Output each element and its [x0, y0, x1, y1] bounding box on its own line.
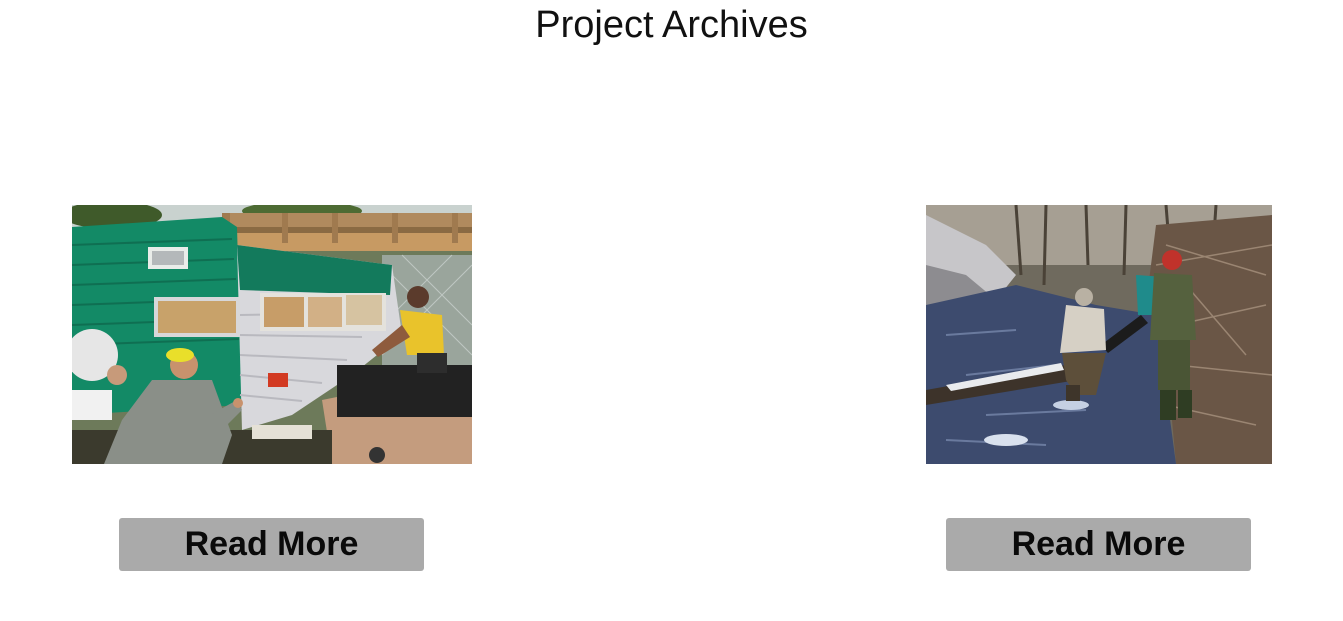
- stream-restoration-image: [926, 205, 1272, 464]
- camper-painting-image: [72, 205, 472, 464]
- read-more-button-2[interactable]: Read More: [946, 518, 1251, 571]
- project-photo-stream[interactable]: [926, 205, 1272, 464]
- project-photo-camper[interactable]: [72, 205, 472, 464]
- page-title: Project Archives: [535, 4, 808, 46]
- read-more-button-1[interactable]: Read More: [119, 518, 424, 571]
